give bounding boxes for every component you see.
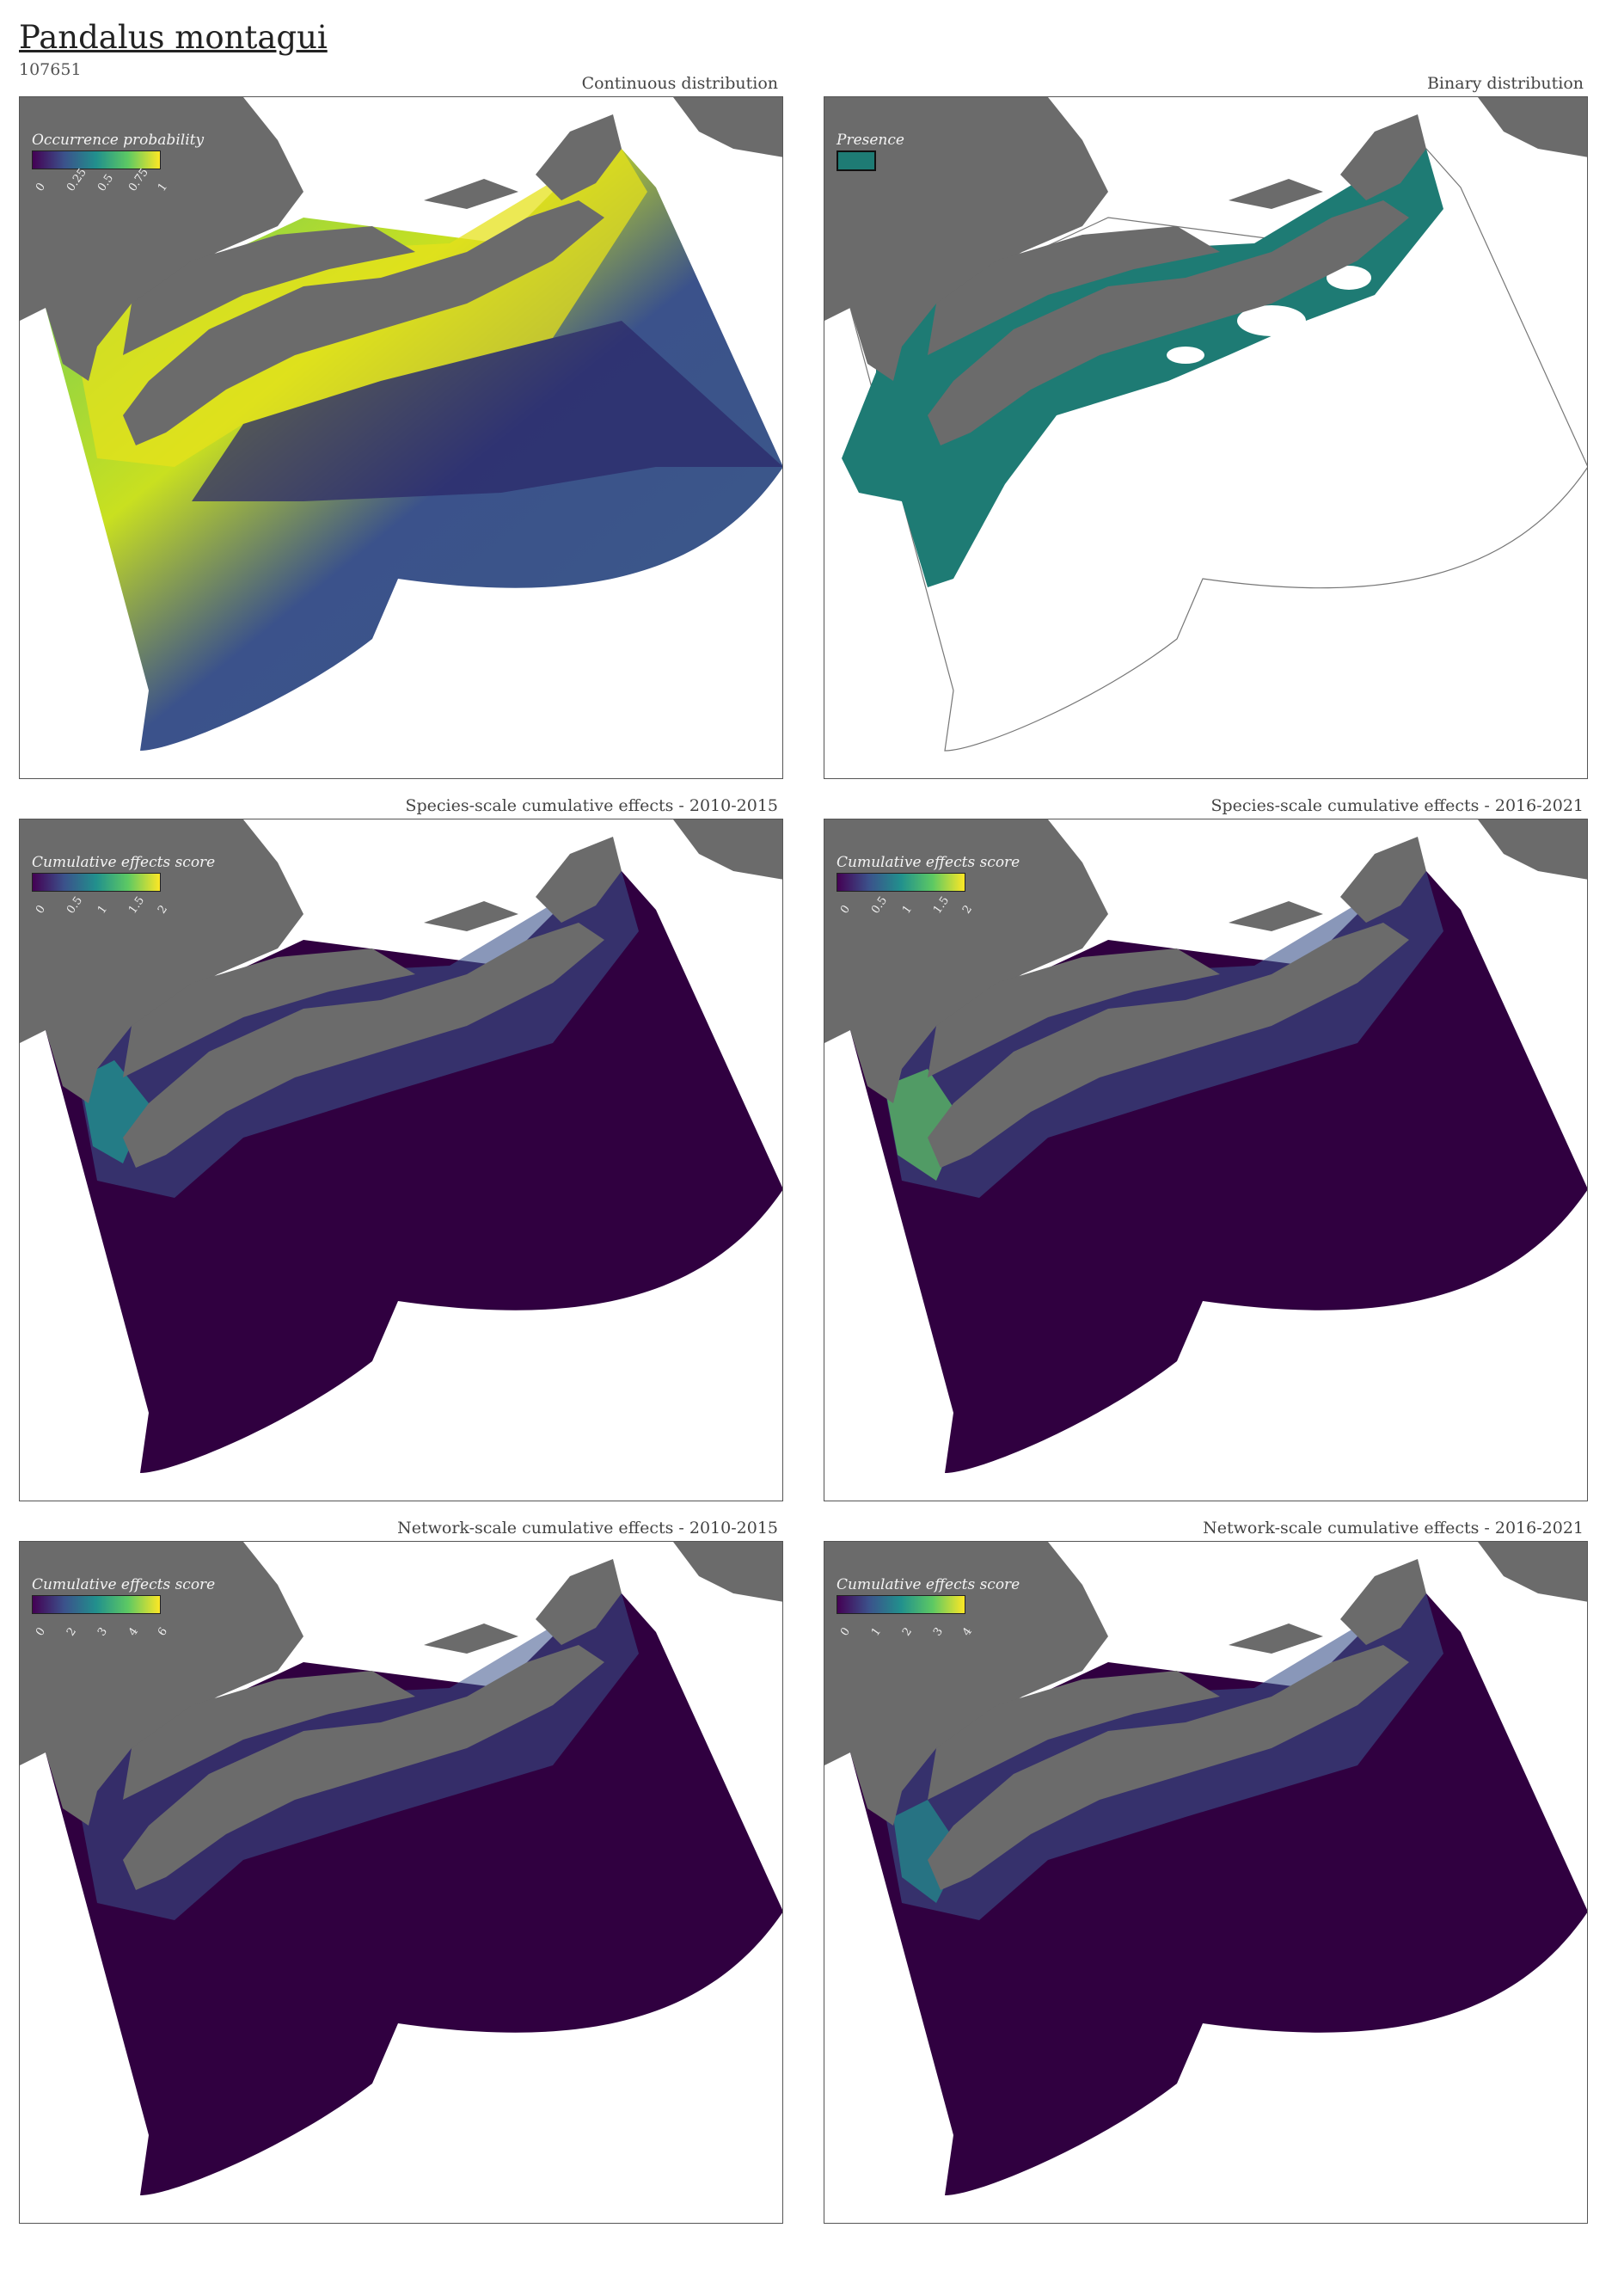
land-nova-scotia [928,923,1409,1168]
legend-colorbar [32,873,161,892]
land-pei [424,179,518,209]
absence-patch [1167,347,1204,364]
land-newfoundland [673,819,782,880]
land-cape-breton [536,114,622,200]
map-panel-species-2016: Cumulative effects score 0 0.5 1 1.5 2 [824,819,1588,1501]
land-new-brunswick [123,948,415,1077]
land-newfoundland [1478,819,1587,880]
species-id: 107651 [19,60,82,79]
land-new-brunswick [928,948,1220,1077]
panel-title-species-2016: Species-scale cumulative effects - 2016-… [1210,796,1584,815]
legend-colorbar [32,1595,161,1614]
map-canvas [824,819,1587,1473]
land-newfoundland [1478,1542,1587,1602]
legend-title: Occurrence probability [32,132,205,149]
map-panel-species-2010: Cumulative effects score 0 0.5 1 1.5 2 [19,819,783,1501]
land-cape-breton [1340,1559,1426,1645]
absence-patch [1327,266,1371,290]
land-newfoundland [673,97,782,157]
land-mainland [824,97,1108,381]
legend-title: Presence [837,132,904,149]
land-pei [1229,901,1323,931]
land-pei [424,1623,518,1654]
map-canvas [20,819,782,1473]
land-new-brunswick [928,1671,1220,1800]
land-nova-scotia [123,923,604,1168]
absence-patch [1237,305,1306,336]
deep-water [192,321,782,501]
map-canvas [824,97,1587,752]
legend-colorbar [837,873,965,892]
map-panel-network-2010: Cumulative effects score 0 2 3 4 6 [19,1541,783,2224]
panel-title-species-2010: Species-scale cumulative effects - 2010-… [405,796,778,815]
land-newfoundland [1478,97,1587,157]
map-panel-binary: Presence [824,96,1588,779]
land-pei [1229,1623,1323,1654]
land-nova-scotia [928,1645,1409,1890]
legend-title: Cumulative effects score [32,854,216,871]
map-canvas [20,1542,782,2195]
legend-colorbar [32,150,161,169]
land-nova-scotia [928,200,1409,445]
land-new-brunswick [123,1671,415,1800]
map-panel-network-2016: Cumulative effects score 0 1 2 3 4 [824,1541,1588,2224]
legend-colorbar [837,1595,965,1614]
land-nova-scotia [123,200,604,445]
species-name: Pandalus montagui [19,19,328,56]
land-cape-breton [1340,837,1426,923]
land-pei [1229,179,1323,209]
land-cape-breton [1340,114,1426,200]
map-canvas [824,1542,1587,2195]
panel-title-continuous: Continuous distribution [581,74,778,93]
land-nova-scotia [123,1645,604,1890]
map-canvas [20,97,782,751]
land-cape-breton [536,837,622,923]
legend-title: Cumulative effects score [837,1576,1020,1593]
legend-presence-swatch [837,150,876,171]
land-cape-breton [536,1559,622,1645]
legend-title: Cumulative effects score [837,854,1020,871]
land-new-brunswick [928,226,1220,355]
panel-title-network-2016: Network-scale cumulative effects - 2016-… [1203,1519,1584,1538]
panel-title-binary: Binary distribution [1426,74,1584,93]
land-new-brunswick [123,226,415,355]
map-panel-continuous: Occurrence probability 0 0.25 0.5 0.75 1 [19,96,783,779]
land-newfoundland [673,1542,782,1602]
land-pei [424,901,518,931]
panel-title-network-2010: Network-scale cumulative effects - 2010-… [397,1519,778,1538]
legend-title: Cumulative effects score [32,1576,216,1593]
